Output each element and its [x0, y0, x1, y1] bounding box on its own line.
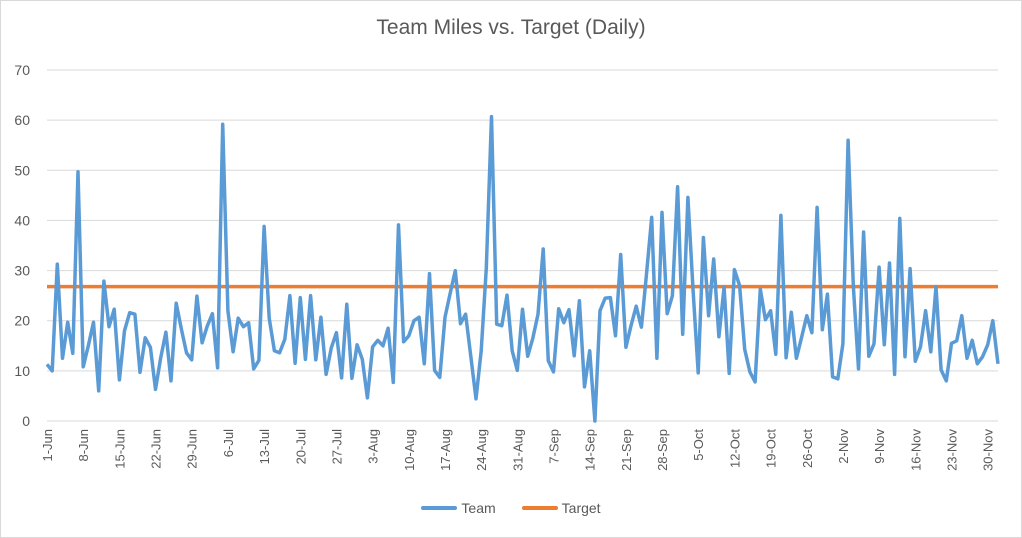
y-tick-label: 10: [14, 363, 30, 379]
y-tick-label: 20: [14, 313, 30, 329]
y-tick-label: 60: [14, 112, 30, 128]
x-tick-label: 16-Nov: [908, 429, 923, 471]
x-tick-label: 1-Jun: [40, 429, 55, 462]
series-lines: [45, 114, 1000, 423]
x-tick-label: 23-Nov: [944, 429, 959, 471]
x-tick-label: 7-Sep: [547, 429, 562, 464]
series-line-team: [45, 114, 1000, 423]
x-tick-label: 15-Jun: [112, 429, 127, 469]
x-tick-label: 30-Nov: [981, 429, 996, 471]
x-tick-label: 9-Nov: [872, 429, 887, 464]
x-tick-label: 10-Aug: [402, 429, 417, 471]
x-tick-label: 28-Sep: [655, 429, 670, 471]
y-tick-label: 0: [22, 413, 30, 429]
x-tick-label: 19-Oct: [764, 429, 779, 468]
x-tick-label: 8-Jun: [76, 429, 91, 462]
x-tick-label: 13-Jul: [257, 429, 272, 465]
chart-title: Team Miles vs. Target (Daily): [376, 16, 646, 39]
x-tick-label: 5-Oct: [691, 429, 706, 461]
x-tick-label: 2-Nov: [836, 429, 851, 464]
legend-label-team: Team: [461, 500, 496, 516]
y-axis-ticks: 0 10 20 30 40 50 60 70: [14, 62, 30, 429]
legend-item-target: Target: [521, 500, 601, 516]
x-tick-label: 26-Oct: [800, 429, 815, 468]
x-tick-label: 14-Sep: [583, 429, 598, 471]
legend-swatch-team: [421, 506, 458, 510]
x-tick-label: 20-Jul: [293, 429, 308, 465]
x-tick-label: 12-Oct: [727, 429, 742, 468]
legend: Team Target: [0, 500, 1022, 516]
x-tick-label: 31-Aug: [510, 429, 525, 471]
gridlines: [47, 69, 998, 422]
x-tick-label: 21-Sep: [619, 429, 634, 471]
x-tick-label: 3-Aug: [366, 429, 381, 464]
legend-swatch-target: [521, 506, 558, 510]
y-tick-label: 40: [14, 212, 30, 228]
legend-item-team: Team: [421, 500, 496, 516]
x-tick-label: 27-Jul: [329, 429, 344, 465]
x-tick-label: 29-Jun: [185, 429, 200, 469]
x-tick-label: 22-Jun: [149, 429, 164, 469]
legend-label-target: Target: [561, 500, 601, 516]
y-tick-label: 70: [14, 62, 30, 78]
x-tick-label: 24-Aug: [474, 429, 489, 471]
x-axis-ticks: 1-Jun 8-Jun 15-Jun 22-Jun 29-Jun 6-Jul 13-Jul 2…: [40, 429, 996, 471]
y-tick-label: 50: [14, 162, 30, 178]
y-tick-label: 30: [14, 263, 30, 279]
x-tick-label: 6-Jul: [221, 429, 236, 457]
x-tick-label: 17-Aug: [438, 429, 453, 471]
